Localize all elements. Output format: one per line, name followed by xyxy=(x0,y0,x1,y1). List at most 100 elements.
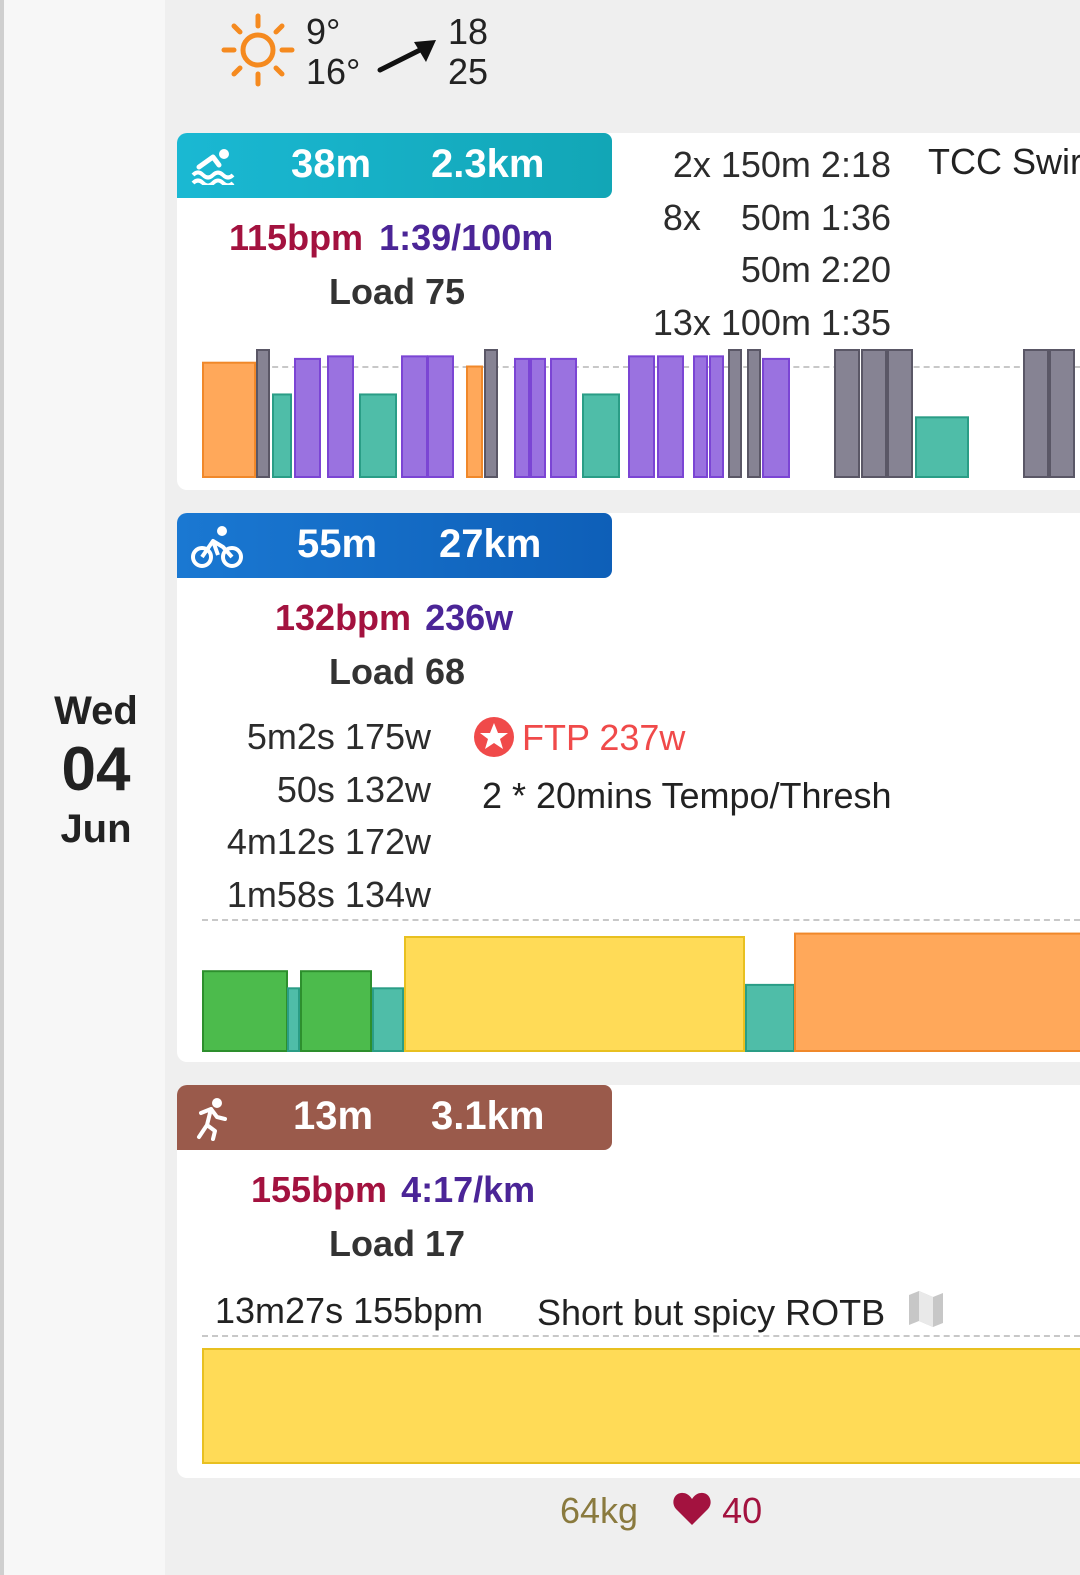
ride-activity-card[interactable]: 55m 27km 132bpm 236w Load 68 5m2s 175w 5… xyxy=(177,513,1080,1062)
temp-low: 9° xyxy=(306,11,341,52)
gray-zone-bar xyxy=(728,349,742,478)
ride-distance: 27km xyxy=(439,522,542,566)
swim-pace: 1:39/100m xyxy=(379,217,554,258)
run-icon xyxy=(197,1098,227,1141)
month: Jun xyxy=(60,807,132,851)
weather: 9° 16° 18 25 xyxy=(220,12,520,92)
gray-zone-bar xyxy=(747,349,761,478)
run-stats: 155bpm 4:17/km xyxy=(251,1169,535,1211)
gray-zone-bar xyxy=(1049,349,1075,478)
temperatures: 9° 16° xyxy=(306,12,360,92)
gray-zone-bar xyxy=(834,349,860,478)
ride-title[interactable]: 2 * 20mins Tempo/Thresh xyxy=(482,775,892,816)
body-weight: 64kg xyxy=(560,1490,639,1531)
bike-icon xyxy=(191,526,243,568)
gray-zone-bar xyxy=(484,349,498,478)
swim-title[interactable]: TCC Swir xyxy=(928,141,1080,182)
yellow-zone-bar xyxy=(202,1348,1080,1464)
teal-zone-bar xyxy=(915,416,969,478)
purple-zone-bar xyxy=(327,355,354,479)
teal-zone-bar xyxy=(745,983,795,1053)
orange-zone-bar xyxy=(794,932,1080,1052)
sun-icon xyxy=(221,13,295,87)
swim-load: Load 75 xyxy=(329,271,466,312)
swim-activity-card[interactable]: 38m 2.3km 115bpm 1:39/100m Load 75 2x 15… xyxy=(177,133,1080,490)
ride-load: Load 68 xyxy=(329,651,466,692)
gray-zone-bar xyxy=(1023,349,1049,478)
map-icon[interactable] xyxy=(906,1289,946,1329)
hrv-value: 40 xyxy=(722,1490,763,1531)
day-number: 04 xyxy=(61,735,131,804)
swim-icon xyxy=(191,149,235,185)
gray-zone-bar xyxy=(887,349,913,478)
ride-header[interactable]: 55m 27km xyxy=(177,513,612,578)
swim-zone-chart[interactable] xyxy=(202,343,1080,479)
gray-zone-bar xyxy=(256,349,270,478)
teal-zone-bar xyxy=(287,987,300,1053)
teal-zone-bar xyxy=(359,393,397,479)
purple-zone-bar xyxy=(693,355,708,479)
run-pace: 4:17/km xyxy=(401,1169,536,1210)
orange-zone-bar xyxy=(202,361,256,479)
run-load: Load 17 xyxy=(329,1223,466,1264)
green-zone-bar xyxy=(202,970,288,1053)
run-threshold-line xyxy=(202,1335,1080,1337)
teal-zone-bar xyxy=(582,393,620,479)
purple-zone-bar xyxy=(550,357,577,479)
gray-zone-bar xyxy=(861,349,887,478)
purple-zone-bar xyxy=(530,357,546,479)
ride-hr: 132bpm xyxy=(275,597,412,638)
ride-zone-chart[interactable] xyxy=(202,923,1080,1053)
purple-zone-bar xyxy=(628,355,655,479)
purple-zone-bar xyxy=(427,355,454,479)
day-column xyxy=(4,0,165,1575)
run-activity-card[interactable]: 13m 3.1km 155bpm 4:17/km Load 17 13m27s … xyxy=(177,1085,1080,1478)
run-interval-row: 13m27s 155bpm xyxy=(215,1290,484,1331)
ride-interval-row: 50s 132w xyxy=(276,768,431,810)
wind-speed: 18 xyxy=(448,11,489,52)
run-title[interactable]: Short but spicy ROTB xyxy=(537,1292,886,1333)
ride-interval-row: 4m12s 172w xyxy=(226,821,431,862)
heart-icon xyxy=(673,1492,711,1525)
swim-header[interactable]: 38m 2.3km xyxy=(177,133,612,198)
purple-zone-bar xyxy=(401,355,428,479)
run-duration: 13m xyxy=(293,1094,374,1138)
wellness-footer[interactable]: 64kg 40 xyxy=(560,1490,762,1532)
ftp-label: FTP 237w xyxy=(522,717,686,758)
swim-stats: 115bpm 1:39/100m xyxy=(229,217,553,259)
star-icon xyxy=(474,717,514,757)
swim-duration: 38m xyxy=(291,142,372,186)
swim-intervals: 2x 150m 2:18 8x 50m 1:36 50m 2:20 13x 10… xyxy=(635,139,891,349)
ride-intervals: 5m2s 175w 50s 132w 4m12s 172w 1m58s 134w xyxy=(197,711,431,921)
orange-zone-bar xyxy=(466,365,483,478)
date-block[interactable]: Wed 04 Jun xyxy=(4,686,188,854)
day-of-week: Wed xyxy=(54,689,138,733)
wind: 18 25 xyxy=(448,12,488,92)
wind-arrow-icon xyxy=(377,40,436,73)
wind-gust: 25 xyxy=(448,51,489,92)
purple-zone-bar xyxy=(709,355,724,479)
green-zone-bar xyxy=(300,970,372,1053)
run-zone-chart[interactable] xyxy=(202,1347,1080,1467)
run-hr: 155bpm xyxy=(251,1169,388,1210)
ride-stats: 132bpm 236w xyxy=(275,597,513,639)
run-header[interactable]: 13m 3.1km xyxy=(177,1085,612,1150)
teal-zone-bar xyxy=(272,393,292,479)
left-edge xyxy=(0,0,4,1575)
temp-high: 16° xyxy=(306,51,361,92)
swim-distance: 2.3km xyxy=(431,142,545,186)
yellow-zone-bar xyxy=(404,936,745,1052)
swim-interval-row: 13x 100m 1:35 xyxy=(652,301,891,343)
purple-zone-bar xyxy=(294,357,321,479)
purple-zone-bar xyxy=(657,355,684,479)
purple-zone-bar xyxy=(762,357,790,479)
run-distance: 3.1km xyxy=(431,1094,545,1138)
teal-zone-bar xyxy=(372,987,404,1053)
swim-interval-row: 8x 50m 1:36 xyxy=(662,196,891,238)
swim-interval-row: 50m 2:20 xyxy=(740,249,891,290)
ride-duration: 55m xyxy=(297,522,378,566)
ride-threshold-line xyxy=(202,919,1080,921)
swim-interval-row: 2x 150m 2:18 xyxy=(672,144,891,185)
purple-zone-bar xyxy=(514,357,530,479)
ride-power: 236w xyxy=(425,597,514,638)
